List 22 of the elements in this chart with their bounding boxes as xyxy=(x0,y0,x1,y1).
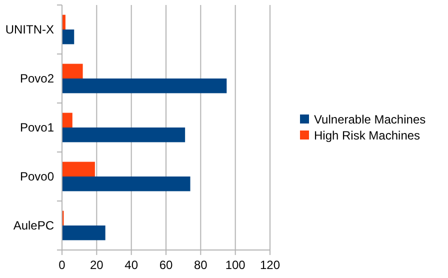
y-tick-label: AulePC xyxy=(13,218,54,233)
x-tick-label: 0 xyxy=(58,258,66,272)
bar xyxy=(62,226,106,240)
x-tick-label: 80 xyxy=(194,258,208,272)
legend-label: High Risk Machines xyxy=(314,128,420,143)
bar xyxy=(62,128,186,142)
y-tick-label: Povo0 xyxy=(20,170,54,184)
legend-label: Vulnerable Machines xyxy=(314,112,426,127)
y-tick-label: Povo1 xyxy=(20,120,54,135)
x-tick-label: 100 xyxy=(225,258,246,272)
x-tick-label: 120 xyxy=(260,258,280,272)
bar xyxy=(62,78,227,94)
y-tick-label: UNITN-X xyxy=(5,22,54,37)
bar xyxy=(62,64,83,78)
x-tick-label: 60 xyxy=(159,258,173,272)
y-tick-label: Povo2 xyxy=(20,72,54,86)
bar xyxy=(62,176,190,192)
x-tick-label: 20 xyxy=(90,258,104,272)
bar xyxy=(62,162,95,176)
x-tick-label: 40 xyxy=(124,258,138,272)
bar xyxy=(62,112,72,128)
bar xyxy=(62,30,74,44)
